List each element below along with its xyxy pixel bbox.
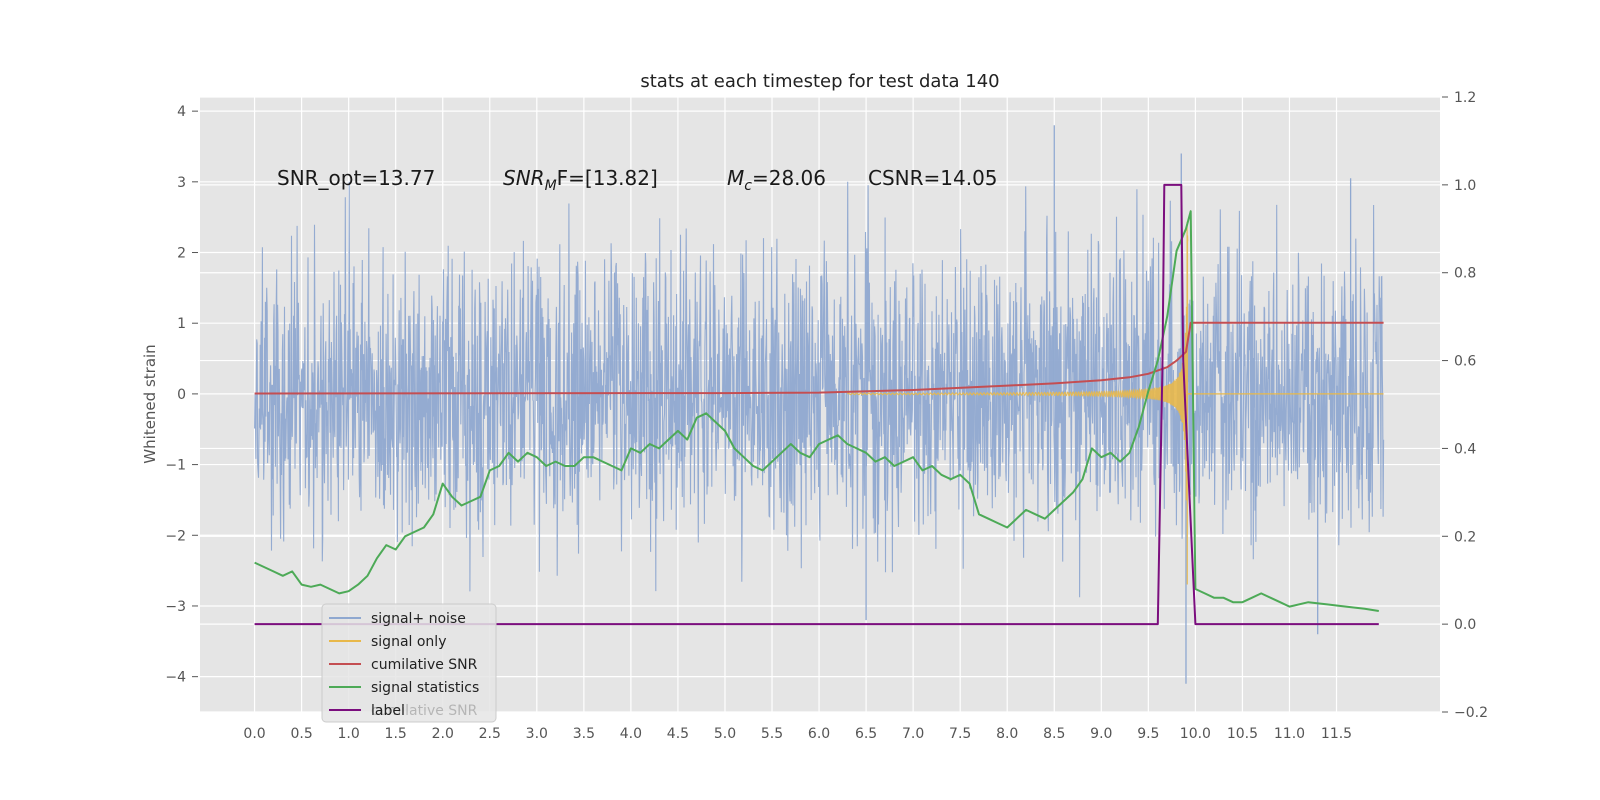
y-tick-label-right: 0.2 — [1454, 529, 1476, 545]
x-tick-label: 4.5 — [667, 726, 689, 742]
x-tick-label: 2.5 — [479, 726, 501, 742]
y-axis-label: Whitened strain — [141, 344, 159, 463]
y-tick-label-right: 0.6 — [1454, 354, 1476, 370]
x-tick-label: 1.0 — [338, 726, 360, 742]
x-tick-label: 0.5 — [290, 726, 312, 742]
series-label — [254, 183, 1379, 626]
x-tick-label: 5.0 — [714, 726, 736, 742]
y-tick-label-left: 2 — [177, 246, 186, 262]
annotations: SNR_opt=13.77 SNRMF=[13.82] Mc=28.06 CSNR=1… — [277, 166, 998, 194]
annotation-mc: Mc=28.06 — [727, 166, 826, 194]
legend-box — [321, 603, 497, 723]
x-tick-label: 10.0 — [1180, 726, 1211, 742]
y-tick-label-left: 1 — [177, 316, 186, 332]
x-tick-label: 6.5 — [855, 726, 877, 742]
x-tick-label: 6.0 — [808, 726, 830, 742]
annotation-snr-mf: SNRMF=[13.82] — [503, 166, 658, 194]
legend-label: cumilative SNR — [371, 657, 478, 673]
legend-label: label — [371, 703, 405, 719]
x-tick-label: 3.0 — [526, 726, 548, 742]
y-tick-label-left: −4 — [165, 670, 186, 686]
series-signal-statistics — [254, 210, 1379, 612]
x-tick-label: 11.5 — [1321, 726, 1352, 742]
x-tick-label: 11.0 — [1274, 726, 1305, 742]
y-tick-label-right: 0.8 — [1454, 266, 1476, 282]
legend: signal+ noise signal only cumilative SNR si… — [321, 603, 497, 723]
y-tick-label-left: 0 — [177, 387, 186, 403]
axes-layer: 0.0 0.5 1.0 1.5 2.0 2.5 3.0 3.5 4.0 4.5 5.0 5.5 6.0 6… — [165, 90, 1488, 742]
annotation-csnr: CSNR=14.05 — [868, 166, 998, 190]
legend-ghost-label: cumilative SNR — [371, 703, 478, 719]
y-tick-label-left: −1 — [165, 458, 186, 474]
legend-label: signal+ noise — [371, 611, 466, 627]
x-tick-label: 0.0 — [243, 726, 265, 742]
x-tick-label: 9.0 — [1090, 726, 1112, 742]
y-tick-label-right: 1.2 — [1454, 90, 1476, 106]
series-layer — [254, 125, 1385, 684]
x-tick-label: 7.5 — [949, 726, 971, 742]
y-tick-label-left: 3 — [177, 175, 186, 191]
series-cumulative-snr — [254, 321, 1384, 395]
legend-label: signal statistics — [371, 680, 479, 696]
x-tick-label: 3.5 — [573, 726, 595, 742]
legend-label: signal only — [371, 634, 446, 650]
y-tick-label-right: 0.0 — [1454, 617, 1476, 633]
x-tick-label: 7.0 — [902, 726, 924, 742]
y-tick-label-right: 0.4 — [1454, 441, 1476, 457]
x-tick-label: 2.0 — [432, 726, 454, 742]
x-tick-label: 10.5 — [1227, 726, 1258, 742]
series-signal-only — [846, 221, 1189, 585]
y-tick-label-right: 1.0 — [1454, 178, 1476, 194]
x-tick-label: 8.0 — [996, 726, 1018, 742]
y-tick-label-left: −3 — [165, 599, 186, 615]
x-tick-label: 4.0 — [620, 726, 642, 742]
annotation-snr-opt: SNR_opt=13.77 — [277, 166, 435, 190]
y-tick-label-left: 4 — [177, 104, 186, 120]
x-tick-label: 1.5 — [385, 726, 407, 742]
x-tick-label: 5.5 — [761, 726, 783, 742]
series-signal-noise — [254, 181, 1385, 598]
x-tick-label: 8.5 — [1043, 726, 1065, 742]
y-tick-label-right: −0.2 — [1454, 705, 1488, 721]
y-tick-label-left: −2 — [165, 528, 186, 544]
x-tick-label: 9.5 — [1137, 726, 1159, 742]
chart-title: stats at each timestep for test data 140 — [640, 71, 999, 92]
